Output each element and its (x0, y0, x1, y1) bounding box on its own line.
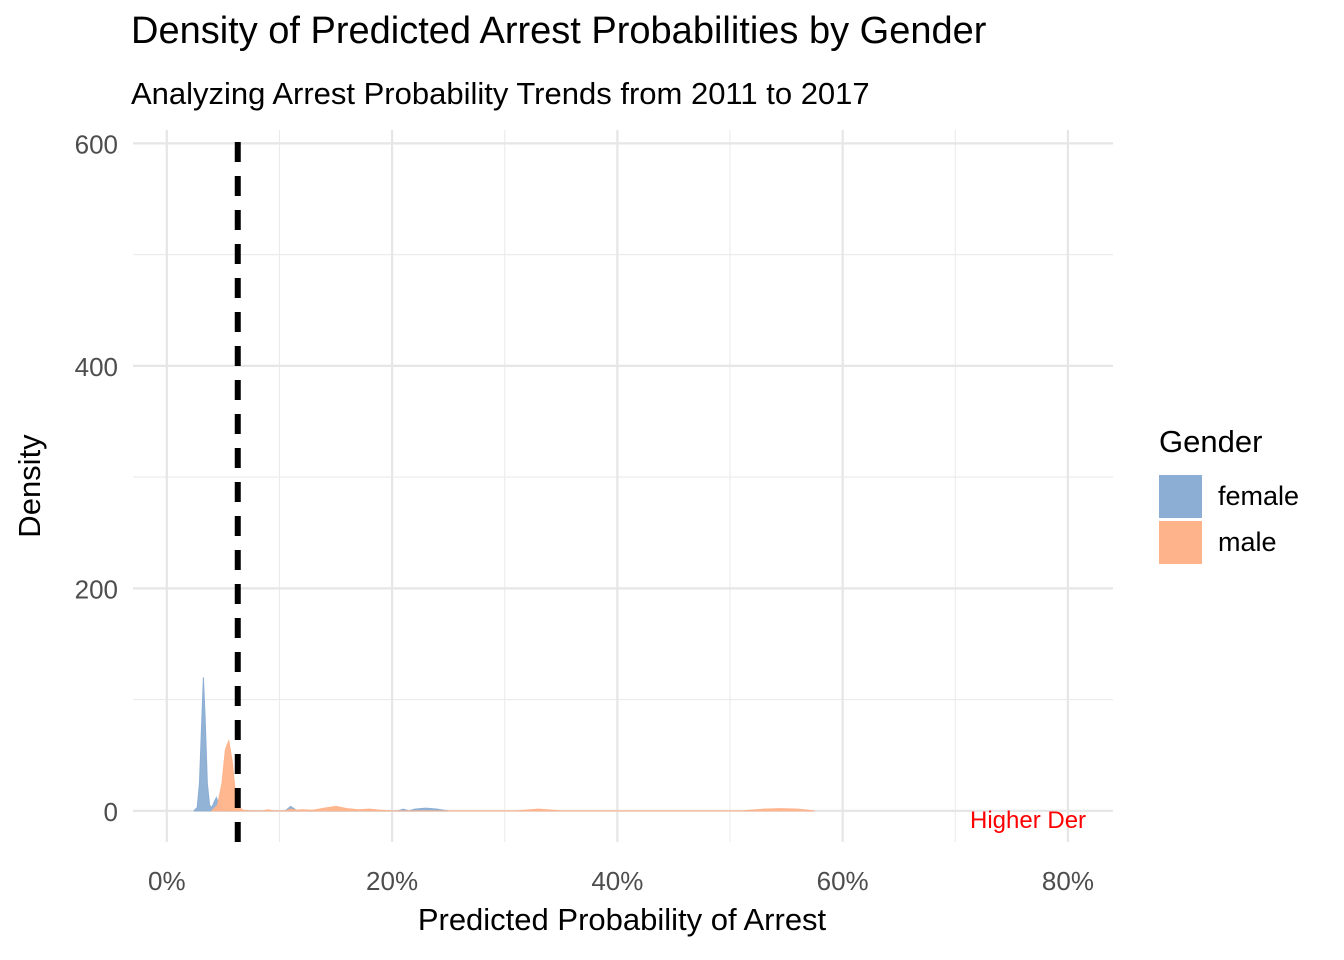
y-tick-label: 600 (75, 129, 118, 159)
y-tick-label: 0 (104, 797, 118, 827)
chart-title: Density of Predicted Arrest Probabilitie… (131, 10, 987, 52)
legend-item-female: female (1159, 474, 1299, 518)
x-tick-label: 60% (817, 866, 869, 896)
legend-title: Gender (1159, 424, 1263, 459)
x-tick-label: 20% (366, 866, 418, 896)
x-tick-label: 0% (148, 866, 186, 896)
legend-label-male: male (1218, 526, 1277, 557)
annotation-text: Higher Der (970, 807, 1086, 834)
x-tick-labels: 0% 20% 40% 60% 80% (148, 866, 1094, 896)
major-gridlines (133, 130, 1113, 842)
x-tick-label: 40% (591, 866, 643, 896)
y-axis-label: Density (12, 434, 47, 538)
x-tick-label: 80% (1042, 866, 1094, 896)
y-tick-label: 400 (75, 352, 118, 382)
legend-swatch-male (1159, 520, 1202, 564)
y-tick-label: 200 (75, 574, 118, 604)
legend-item-male: male (1159, 520, 1277, 564)
legend-swatch-female (1159, 474, 1202, 518)
density-areas (193, 677, 815, 812)
chart-subtitle: Analyzing Arrest Probability Trends from… (131, 76, 870, 111)
minor-gridlines (133, 130, 1113, 842)
x-axis-label: Predicted Probability of Arrest (418, 902, 827, 937)
y-tick-labels: 0 200 400 600 (75, 129, 118, 827)
legend-label-female: female (1218, 480, 1300, 511)
density-area-male (210, 738, 815, 812)
